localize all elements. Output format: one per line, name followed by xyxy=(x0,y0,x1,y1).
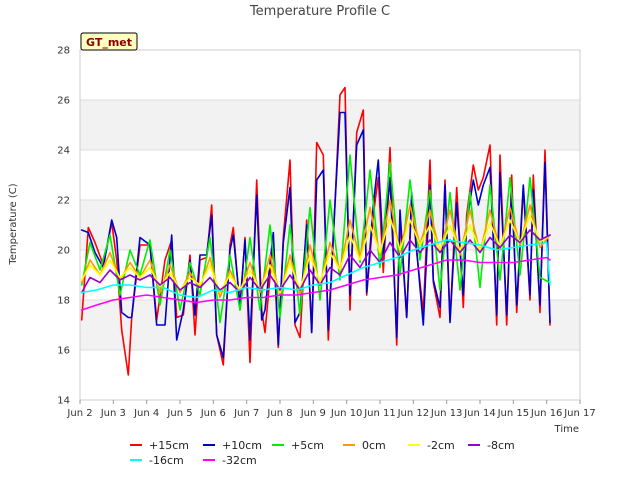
legend-item: 0cm xyxy=(343,439,386,452)
gt-met-badge: GT_met xyxy=(80,32,138,51)
plot-area xyxy=(79,49,581,401)
legend: +15cm +10cm +5cm 0cm -2cm -8cm -16cm -32cm xyxy=(130,439,515,467)
series-line xyxy=(80,229,551,294)
x-tick-label: Jun 14 xyxy=(463,408,496,419)
legend-label: 0cm xyxy=(362,439,386,452)
x-tick-label: Jun 4 xyxy=(133,408,159,419)
y-tick-label: 18 xyxy=(57,296,70,307)
series-line xyxy=(80,154,551,324)
series-layer xyxy=(80,86,551,376)
band xyxy=(80,150,580,200)
x-tick-label: Jun 3 xyxy=(100,408,126,419)
x-tick-label: Jun 15 xyxy=(497,408,530,419)
x-tick-label: Jun 11 xyxy=(363,408,396,419)
y-tick-label: 28 xyxy=(57,46,70,57)
x-tick-label: Jun 7 xyxy=(233,408,259,419)
chart-title: Temperature Profile C xyxy=(249,4,390,19)
y-tick-label: 16 xyxy=(57,346,70,357)
y-axis-ticks: 14 16 18 20 22 24 26 28 xyxy=(57,46,70,407)
y-tick-label: 24 xyxy=(57,146,70,157)
legend-label: -32cm xyxy=(222,454,257,467)
x-tick-label: Jun 13 xyxy=(430,408,463,419)
x-tick-label: Jun 10 xyxy=(330,408,363,419)
x-tick-label: Jun 16 xyxy=(530,408,563,419)
y-tick-label: 20 xyxy=(57,246,70,257)
series-line xyxy=(80,239,551,299)
legend-label: +10cm xyxy=(222,439,262,452)
x-tick-label: Jun 8 xyxy=(266,408,292,419)
legend-label: -2cm xyxy=(427,439,455,452)
x-axis-label: Time xyxy=(554,424,579,435)
legend-label: +5cm xyxy=(291,439,324,452)
y-axis-label: Temperature (C) xyxy=(8,183,19,265)
x-tick-label: Jun 17 xyxy=(563,408,596,419)
band xyxy=(80,100,580,150)
legend-item: +5cm xyxy=(272,439,324,452)
x-tick-label: Jun 6 xyxy=(200,408,226,419)
badge-label: GT_met xyxy=(86,36,132,49)
y-tick-label: 14 xyxy=(57,396,70,407)
legend-item: -16cm xyxy=(130,454,184,467)
y-tick-label: 22 xyxy=(57,196,70,207)
band xyxy=(80,350,580,400)
x-axis-ticks: Jun 2 Jun 3 Jun 4 Jun 5 Jun 6 Jun 7 Jun 8 Jun 9… xyxy=(66,400,596,419)
x-tick-label: Jun 12 xyxy=(397,408,430,419)
x-tick-label: Jun 5 xyxy=(166,408,192,419)
legend-item: +10cm xyxy=(203,439,262,452)
badge-box xyxy=(80,32,138,51)
x-tick-label: Jun 2 xyxy=(66,408,92,419)
legend-label: -8cm xyxy=(487,439,515,452)
legend-item: -8cm xyxy=(468,439,515,452)
legend-item: +15cm xyxy=(130,439,189,452)
band xyxy=(80,50,580,100)
legend-item: -32cm xyxy=(203,454,257,467)
legend-item: -2cm xyxy=(408,439,455,452)
legend-label: +15cm xyxy=(149,439,189,452)
x-tick-label: Jun 9 xyxy=(300,408,326,419)
legend-label: -16cm xyxy=(149,454,184,467)
series-line xyxy=(80,256,551,311)
y-tick-label: 26 xyxy=(57,96,70,107)
